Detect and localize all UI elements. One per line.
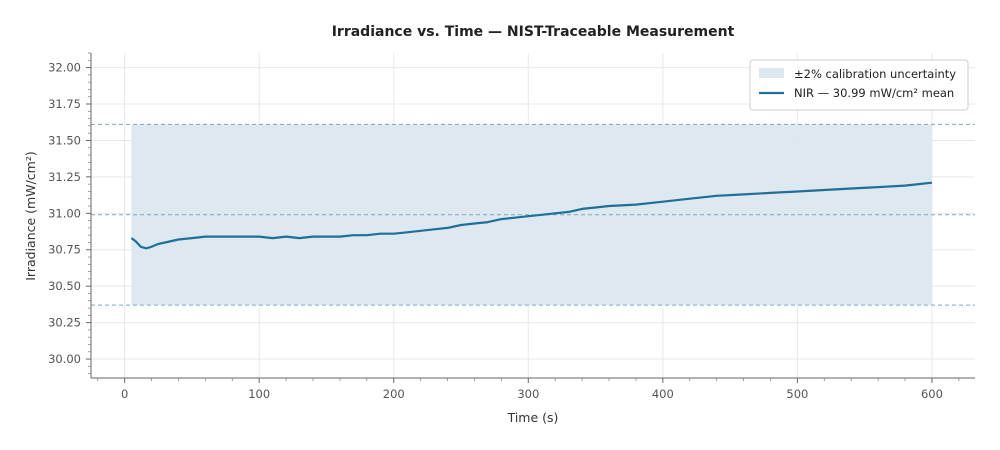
y-axis-label: Irradiance (mW/cm²): [23, 151, 38, 281]
y-tick-label: 31.75: [48, 97, 81, 111]
x-tick-label: 0: [121, 387, 128, 401]
chart-title: Irradiance vs. Time — NIST-Traceable Mea…: [332, 24, 735, 40]
y-tick-label: 30.00: [48, 352, 81, 366]
x-tick-label: 400: [652, 387, 674, 401]
y-tick-label: 30.75: [48, 243, 81, 257]
y-tick-label: 30.25: [48, 316, 81, 330]
series-layer: [130, 181, 933, 250]
x-tick-label: 300: [517, 387, 539, 401]
legend: ±2% calibration uncertainty NIR — 30.99 …: [749, 59, 969, 111]
y-tick-label: 31.00: [48, 206, 81, 220]
y-tick-label: 31.50: [48, 133, 81, 147]
x-axis-ticks: 0 100 200 300 400 500 600: [97, 378, 960, 401]
x-tick-label: 200: [383, 387, 405, 401]
series-line: [130, 181, 933, 250]
legend-band-label: ±2% calibration uncertainty: [794, 67, 956, 81]
x-tick-label: 500: [786, 387, 808, 401]
y-tick-label: 31.25: [48, 170, 81, 184]
legend-band-swatch: [759, 68, 784, 78]
y-tick-label: 32.00: [48, 61, 81, 75]
legend-series-label: NIR — 30.99 mW/cm² mean: [794, 86, 954, 100]
x-tick-label: 600: [921, 387, 943, 401]
y-axis-ticks: 30.00 30.25 30.50 30.75 31.00 31.25 31.50 31.75…: [48, 52, 91, 375]
legend-box: [749, 59, 969, 111]
x-tick-label: 100: [248, 387, 270, 401]
y-tick-label: 30.50: [48, 279, 81, 293]
x-axis-label: Time (s): [507, 410, 559, 425]
